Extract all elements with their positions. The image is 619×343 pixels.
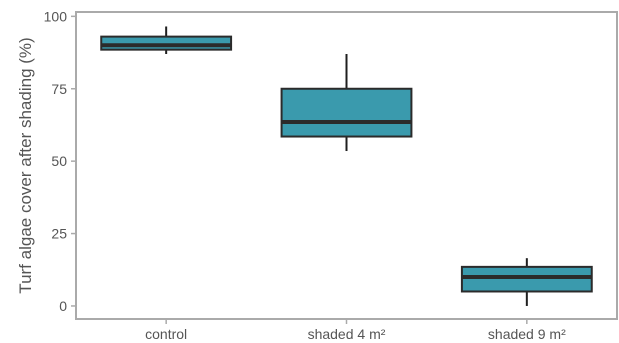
y-tick-label: 75 — [51, 81, 67, 97]
y-tick-label: 50 — [51, 153, 67, 169]
y-axis-title: Turf algae cover after shading (%) — [16, 37, 35, 293]
x-tick-label: shaded 4 m² — [308, 326, 386, 342]
axes-layer — [71, 11, 618, 324]
boxes-layer — [100, 26, 593, 306]
x-tick-label: control — [145, 326, 187, 342]
labels-layer: 0 25 50 75 100 control shaded 4 m² shaded 9 m² T… — [16, 8, 566, 342]
box-0 — [100, 35, 233, 51]
x-tick-label: shaded 9 m² — [488, 326, 566, 342]
box-1 — [280, 87, 413, 138]
y-tick-label: 100 — [44, 8, 68, 24]
y-tick-label: 25 — [51, 226, 67, 242]
box-2 — [460, 265, 593, 293]
y-tick-label: 0 — [59, 298, 67, 314]
